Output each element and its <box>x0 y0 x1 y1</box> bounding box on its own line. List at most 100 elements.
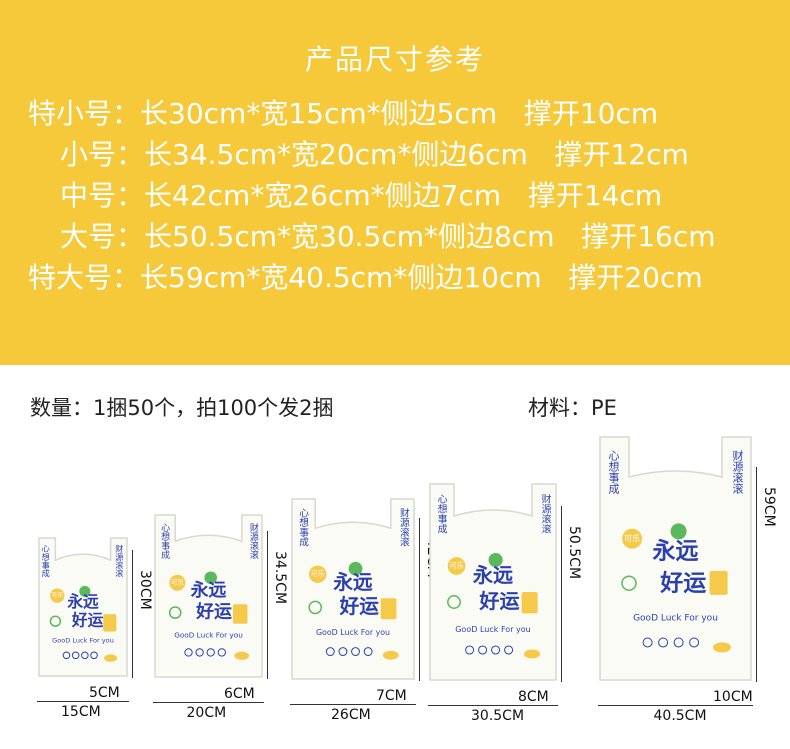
cup-icon <box>81 651 89 660</box>
bag-main-text-2: 好运 <box>71 610 104 629</box>
sun-icon <box>447 595 461 609</box>
coin-icon <box>104 654 118 662</box>
width-line <box>153 702 264 703</box>
bag-outline <box>38 537 128 677</box>
size-row-l: 大号：长50.5cm*宽30.5cm*侧边8cm 撑开16cm <box>60 220 716 253</box>
cup-icon <box>217 648 226 657</box>
bag-slogan-text: GooD Luck For you <box>633 613 718 623</box>
bag-outline <box>291 498 415 680</box>
cup-icon <box>195 648 204 657</box>
size-row-s: 小号：长34.5cm*宽20cm*侧边6cm 撑开12cm <box>60 138 689 171</box>
bag-slogan-text: GooD Luck For you <box>455 625 531 634</box>
cup-icon <box>478 645 488 655</box>
bag-side-right-text: 财源滚滚 <box>115 544 125 578</box>
cup-icon <box>689 637 700 648</box>
bag-outline <box>429 483 557 681</box>
height-label: 59CM <box>761 486 777 527</box>
coin-icon <box>234 651 250 660</box>
bag-badge-bottom <box>232 604 248 624</box>
size-banner <box>0 0 790 365</box>
height-label: 30CM <box>137 570 153 610</box>
bag-main-text-1: 永远 <box>332 571 373 594</box>
cup-icon <box>642 637 653 648</box>
width-line <box>290 704 416 705</box>
width-line <box>598 705 753 706</box>
cup-icon <box>338 647 348 656</box>
bag-side-left-text: 心想事成 <box>159 523 170 560</box>
bag-badge-text: 可乐 <box>311 569 325 578</box>
height-line <box>419 518 420 681</box>
cup-icon <box>491 645 501 655</box>
size-row-xl: 特大号：长59cm*宽40.5cm*侧边10cm 撑开20cm <box>28 261 703 294</box>
bag-side-left-text: 心想事成 <box>297 508 309 548</box>
heart-icon <box>348 561 363 576</box>
bag-main-text-2: 好运 <box>478 589 520 613</box>
bag-main-text-1: 永远 <box>190 579 227 601</box>
coin-icon <box>523 649 541 659</box>
bag-side-right-text: 财源滚滚 <box>248 522 259 560</box>
bag-slogan-text: GooD Luck For you <box>52 637 114 645</box>
bag-main-text-1: 永远 <box>653 539 699 565</box>
width-label: 20CM <box>186 705 227 721</box>
cup-icon <box>504 645 514 655</box>
height-line <box>756 466 757 682</box>
bag-badge-circle <box>50 588 65 603</box>
bag-badge-bottom <box>521 592 538 614</box>
width-line <box>428 705 558 706</box>
width-label: 26CM <box>331 707 371 723</box>
heart-icon <box>488 552 503 568</box>
bag-side-right-text: 财源滚滚 <box>540 493 552 535</box>
bag-badge-circle <box>622 528 643 549</box>
bag-badge-text: 可乐 <box>449 561 463 570</box>
size-row-xs: 特小号：长30cm*宽15cm*侧边5cm 撑开10cm <box>28 97 659 130</box>
height-line <box>561 506 562 682</box>
bag-side-left-text: 心想事成 <box>436 494 448 535</box>
heart-icon <box>79 585 91 597</box>
bag-main-text-1: 永远 <box>66 592 99 611</box>
bag-main-text-1: 永远 <box>472 563 513 587</box>
bag-main-text-2: 好运 <box>659 571 706 597</box>
material-text: 材料：PE <box>528 396 617 420</box>
bag-side-right-text: 财源滚滚 <box>731 449 744 495</box>
cup-icon <box>658 637 669 648</box>
width-label: 40.5CM <box>653 708 707 724</box>
bag-badge-circle <box>447 557 466 575</box>
cup-icon <box>673 637 684 648</box>
banner-title: 产品尺寸参考 <box>304 43 485 76</box>
coin-icon <box>713 642 731 653</box>
sun-icon <box>308 600 323 615</box>
bag-outline <box>599 436 752 681</box>
cup-icon <box>325 647 335 656</box>
bag-4: 心想事成 财源滚滚可乐 永远 好运 GooD Luck For you <box>428 482 558 682</box>
height-line <box>132 550 133 678</box>
quantity-text: 数量：1捆50个，拍100个发2捆 <box>30 396 334 420</box>
bag-side-right-text: 财源滚滚 <box>398 507 410 548</box>
sun-icon <box>168 606 182 619</box>
bag-2: 心想事成 财源滚滚 可乐 永远 好运 GooD Luck For you <box>153 513 264 679</box>
bag-badge-circle <box>309 565 327 583</box>
height-label: 34.5CM <box>272 551 288 605</box>
heart-icon <box>204 571 218 585</box>
sun-icon <box>621 575 637 591</box>
height-label: 50.5CM <box>566 526 582 580</box>
heart-icon <box>670 523 687 540</box>
cup-icon <box>351 647 360 656</box>
cup-icon <box>206 648 215 657</box>
height-line <box>267 531 268 679</box>
side-label: 6CM <box>224 686 255 702</box>
bag-main-text-2: 好运 <box>339 595 380 618</box>
sun-icon <box>49 615 62 627</box>
bag-side-left-text: 心想事成 <box>607 450 620 495</box>
bag-badge-bottom <box>380 598 397 620</box>
bag-1: 心想事成 财源滚滚 可乐 永远 好运 GooD Luck For you <box>37 536 129 678</box>
cup-icon <box>62 651 71 660</box>
side-label: 10CM <box>713 689 753 705</box>
width-label: 30.5CM <box>471 708 525 724</box>
coin-icon <box>382 650 399 660</box>
bag-badge-bottom <box>709 570 728 595</box>
